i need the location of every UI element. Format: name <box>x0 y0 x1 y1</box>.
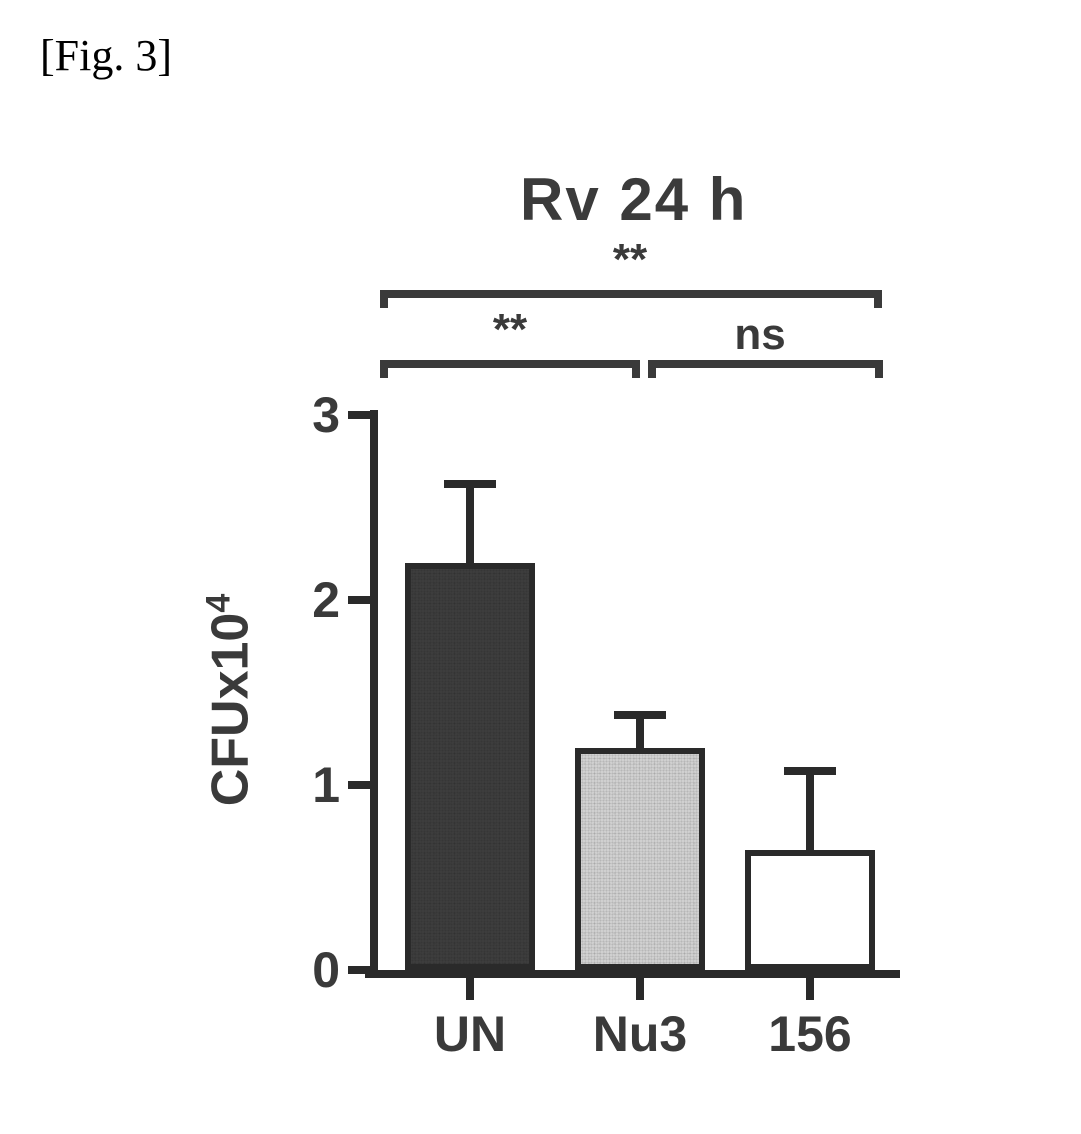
error-cap <box>784 767 836 775</box>
x-axis <box>365 970 900 978</box>
sig-bracket <box>380 290 882 298</box>
sig-label: ** <box>590 235 670 285</box>
sig-bracket <box>875 360 883 378</box>
chart-title: Rv 24 h <box>520 165 747 234</box>
x-tick <box>466 978 474 1000</box>
sig-bracket <box>648 360 883 368</box>
error-cap <box>444 480 496 488</box>
error-bar <box>466 480 474 563</box>
x-tick <box>806 978 814 1000</box>
y-tick <box>348 781 370 789</box>
sig-bracket <box>380 360 640 368</box>
sig-label: ** <box>470 305 550 355</box>
x-tick <box>636 978 644 1000</box>
y-tick-label: 0 <box>300 941 340 999</box>
sig-label: ns <box>720 310 800 360</box>
x-tick-label: 156 <box>730 1005 890 1063</box>
y-tick-label: 3 <box>300 386 340 444</box>
sig-bracket <box>648 360 656 378</box>
error-cap <box>614 711 666 719</box>
sig-bracket <box>874 290 882 308</box>
bar-156 <box>745 850 875 970</box>
y-axis-label-prefix: CFUx10 <box>202 613 260 807</box>
plot-area: 0 1 2 3 UN Nu3 156 <box>370 415 890 970</box>
error-bar <box>806 767 814 850</box>
figure-label: [Fig. 3] <box>40 30 172 81</box>
y-tick <box>348 596 370 604</box>
y-tick <box>348 411 370 419</box>
bar-nu3 <box>575 748 705 970</box>
sig-bracket <box>380 290 388 308</box>
y-tick <box>348 966 370 974</box>
y-axis-label: CFUx104 <box>199 594 260 807</box>
y-tick-label: 2 <box>300 571 340 629</box>
x-tick-label: UN <box>390 1005 550 1063</box>
y-tick-label: 1 <box>300 756 340 814</box>
y-axis <box>370 410 378 975</box>
y-axis-label-exp: 4 <box>199 594 237 613</box>
x-tick-label: Nu3 <box>560 1005 720 1063</box>
bar-un <box>405 563 535 970</box>
sig-bracket <box>632 360 640 378</box>
sig-bracket <box>380 360 388 378</box>
